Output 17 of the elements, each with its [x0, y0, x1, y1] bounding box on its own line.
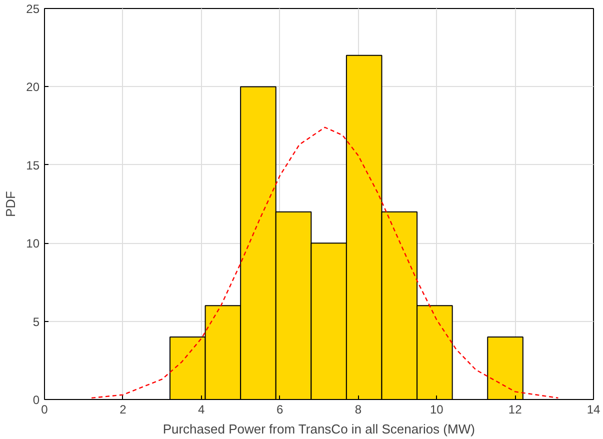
x-tick-label: 6 [276, 402, 284, 416]
x-tick-label: 8 [354, 402, 362, 416]
x-tick-label: 14 [586, 402, 600, 416]
y-tick-label: 10 [26, 236, 40, 251]
x-tick-label: 0 [41, 402, 48, 416]
line-series [90, 126, 559, 399]
y-axis-title: PDF [3, 190, 18, 217]
y-tick-label: 20 [26, 80, 40, 94]
y-tick-label: 15 [26, 158, 40, 172]
y-tick-label: 5 [32, 314, 40, 329]
x-tick-label: 12 [508, 402, 522, 416]
x-tick-label: 2 [120, 402, 127, 416]
y-tick-label: 0 [32, 393, 40, 407]
y-tick-label: 25 [26, 2, 40, 16]
x-axis-title: Purchased Power from TransCo in all Scenarios (MW) [162, 422, 475, 436]
x-tick-label: 10 [430, 402, 444, 416]
x-tick-label: 4 [198, 402, 206, 416]
